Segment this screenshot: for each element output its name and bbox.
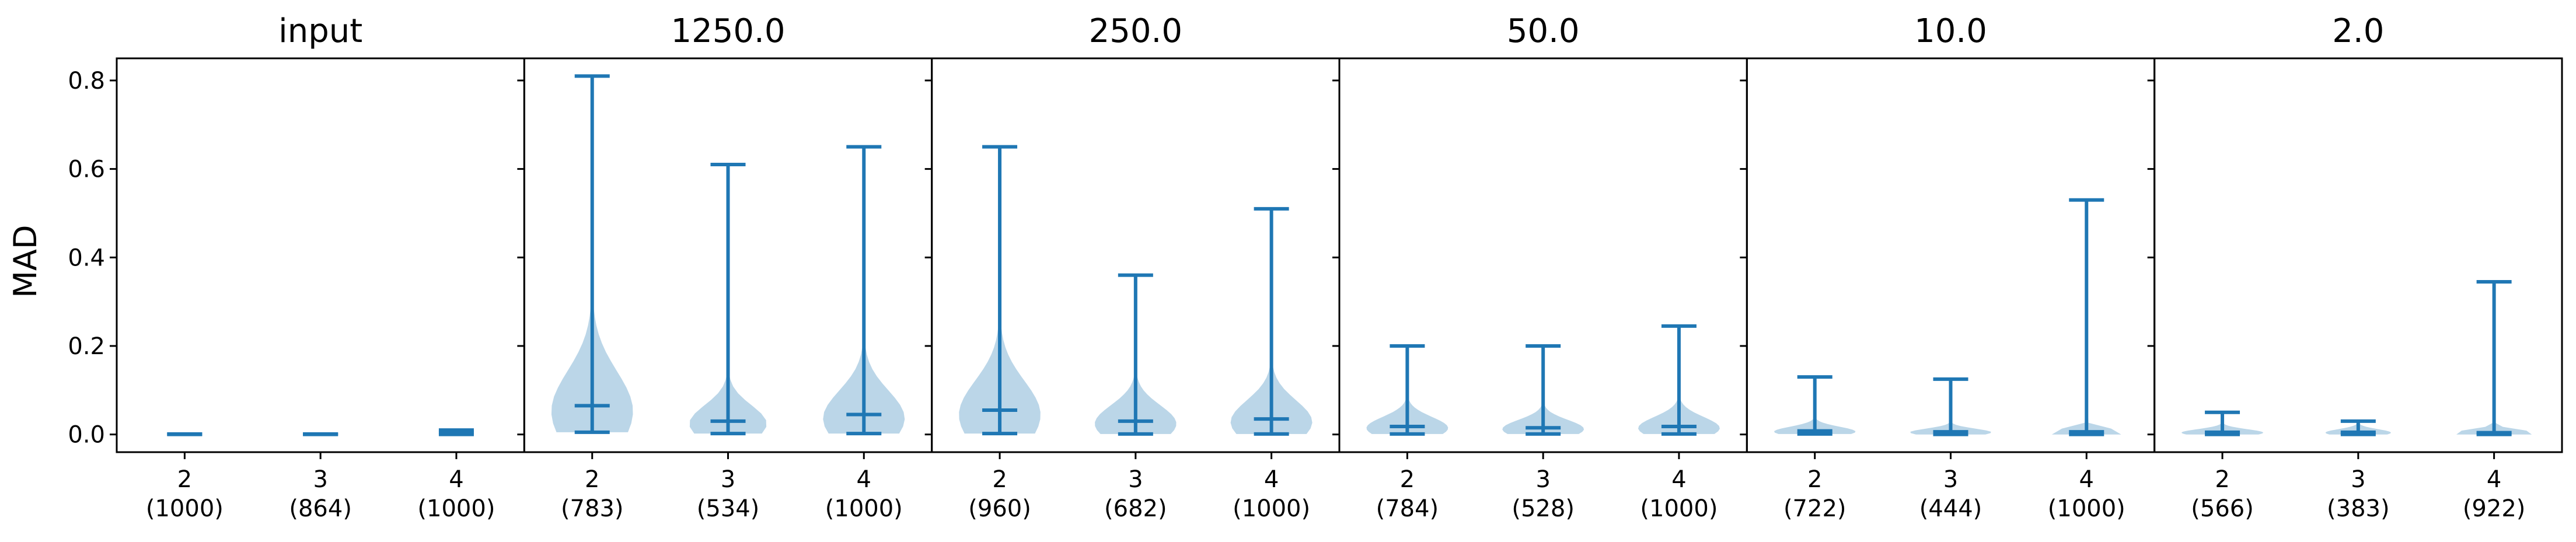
panel-title: input	[278, 12, 362, 50]
x-tick-label: 3	[1535, 466, 1550, 493]
x-count-label: (534)	[697, 495, 760, 522]
panel-title: 50.0	[1507, 12, 1580, 50]
x-tick-label: 2	[1807, 466, 1822, 493]
y-tick-label: 0.0	[68, 422, 105, 449]
x-count-label: (960)	[968, 495, 1031, 522]
x-count-label: (682)	[1104, 495, 1167, 522]
x-count-label: (1000)	[2048, 495, 2125, 522]
x-tick-label: 3	[721, 466, 735, 493]
x-tick-label: 2	[585, 466, 599, 493]
x-tick-label: 4	[1671, 466, 1686, 493]
x-tick-label: 2	[2215, 466, 2229, 493]
x-count-label: (784)	[1376, 495, 1439, 522]
panel-title: 1250.0	[671, 12, 786, 50]
x-tick-label: 3	[2351, 466, 2365, 493]
x-tick-label: 2	[1400, 466, 1415, 493]
panel-title: 2.0	[2332, 12, 2384, 50]
x-tick-label: 4	[2487, 466, 2501, 493]
panel-frame	[116, 57, 525, 453]
panel-title: 250.0	[1089, 12, 1182, 50]
x-count-label: (528)	[1512, 495, 1575, 522]
y-tick-label: 0.6	[68, 156, 105, 183]
panel-title: 10.0	[1914, 12, 1987, 50]
x-count-label: (383)	[2327, 495, 2390, 522]
x-tick-label: 4	[2079, 466, 2094, 493]
panel-5: 2.0 2(566) 3(383) 4(922)	[2147, 12, 2563, 522]
x-tick-label: 4	[857, 466, 871, 493]
x-count-label: (566)	[2191, 495, 2254, 522]
x-count-label: (783)	[561, 495, 624, 522]
x-count-label: (1000)	[1233, 495, 1310, 522]
x-tick-label: 4	[1264, 466, 1279, 493]
x-tick-label: 4	[449, 466, 463, 493]
panels-group: input0.00.20.40.60.82(1000)3(864)4(1000)…	[68, 12, 2563, 522]
y-tick-label: 0.4	[68, 244, 105, 271]
panel-1: 1250.0 2(783) 3(534) 4(1000)	[517, 12, 933, 522]
x-count-label: (922)	[2463, 495, 2526, 522]
panel-3: 50.0 2(784) 3(528) 4(1000)	[1332, 12, 1748, 522]
x-count-label: (1000)	[417, 495, 495, 522]
x-count-label: (1000)	[1640, 495, 1718, 522]
x-tick-label: 2	[992, 466, 1007, 493]
x-count-label: (444)	[1919, 495, 1982, 522]
panel-2: 250.0 2(960) 3(682) 4(1000)	[924, 12, 1341, 522]
y-axis-label: MAD	[7, 225, 44, 298]
x-count-label: (1000)	[825, 495, 903, 522]
panel-4: 10.0 2(722) 3(444) 4(1000)	[1740, 12, 2156, 522]
x-tick-label: 3	[1943, 466, 1958, 493]
y-tick-label: 0.2	[68, 333, 105, 360]
x-tick-label: 2	[177, 466, 192, 493]
x-tick-label: 3	[1128, 466, 1143, 493]
x-count-label: (1000)	[146, 495, 224, 522]
x-tick-label: 3	[313, 466, 327, 493]
x-count-label: (864)	[289, 495, 352, 522]
panel-frame	[2153, 57, 2563, 453]
x-count-label: (722)	[1783, 495, 1847, 522]
y-tick-label: 0.8	[68, 68, 105, 95]
